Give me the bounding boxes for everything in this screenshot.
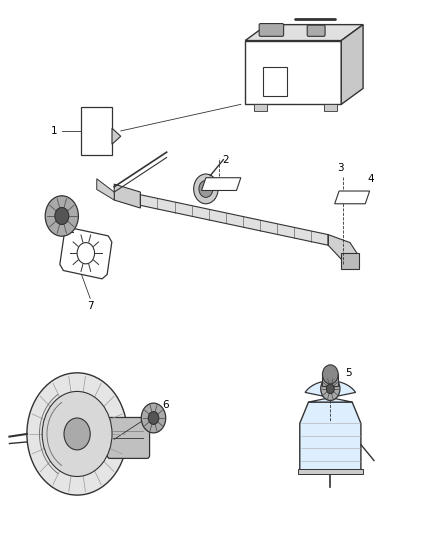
Text: 2: 2 bbox=[222, 156, 229, 165]
Circle shape bbox=[322, 365, 338, 384]
Bar bbox=[322, 374, 338, 386]
Bar bbox=[81, 107, 112, 155]
Polygon shape bbox=[60, 228, 112, 279]
Circle shape bbox=[141, 403, 166, 433]
Text: 1: 1 bbox=[51, 126, 57, 136]
Polygon shape bbox=[328, 235, 359, 266]
Polygon shape bbox=[245, 25, 363, 41]
Circle shape bbox=[45, 196, 78, 236]
Bar bbox=[324, 104, 337, 111]
Polygon shape bbox=[141, 195, 328, 245]
Circle shape bbox=[77, 243, 95, 264]
Circle shape bbox=[194, 174, 218, 204]
Bar bbox=[297, 469, 363, 474]
Bar bbox=[254, 104, 267, 111]
FancyBboxPatch shape bbox=[107, 417, 150, 458]
Polygon shape bbox=[335, 191, 370, 204]
Bar bbox=[341, 253, 359, 269]
Bar bbox=[245, 41, 341, 104]
Circle shape bbox=[321, 377, 340, 400]
Circle shape bbox=[27, 373, 127, 495]
Polygon shape bbox=[300, 402, 361, 471]
Circle shape bbox=[148, 411, 159, 424]
Circle shape bbox=[199, 180, 213, 197]
Polygon shape bbox=[201, 177, 241, 190]
Polygon shape bbox=[341, 25, 363, 104]
Text: 5: 5 bbox=[346, 368, 352, 378]
Circle shape bbox=[326, 384, 334, 393]
FancyBboxPatch shape bbox=[259, 23, 284, 36]
Circle shape bbox=[55, 207, 69, 224]
Text: 7: 7 bbox=[87, 301, 93, 311]
Polygon shape bbox=[114, 184, 141, 208]
Bar bbox=[263, 67, 287, 96]
Text: 6: 6 bbox=[162, 400, 169, 410]
Polygon shape bbox=[305, 381, 356, 402]
Circle shape bbox=[42, 391, 112, 477]
FancyBboxPatch shape bbox=[307, 25, 325, 36]
Polygon shape bbox=[97, 179, 114, 200]
Circle shape bbox=[64, 418, 90, 450]
Polygon shape bbox=[112, 128, 121, 144]
Text: 4: 4 bbox=[367, 174, 374, 184]
Text: 3: 3 bbox=[337, 164, 343, 173]
